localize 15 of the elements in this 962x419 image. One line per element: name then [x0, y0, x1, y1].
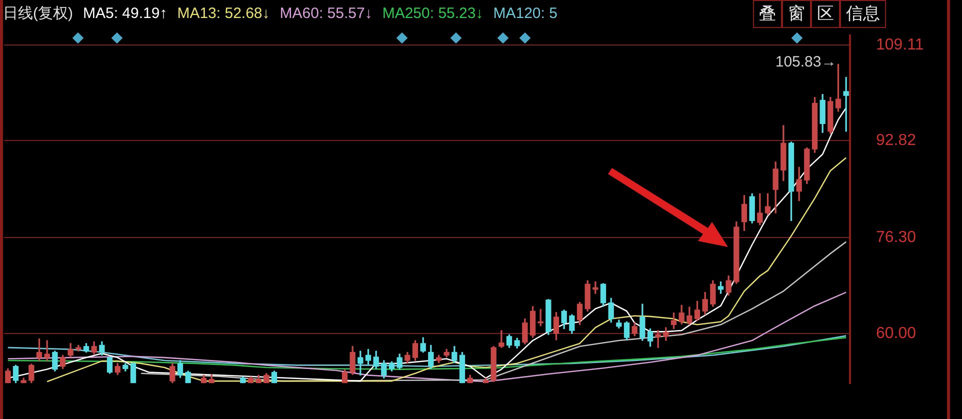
text: MA5: 49.19↑: [83, 5, 168, 22]
y-tick-label: 109.11: [876, 36, 924, 54]
text: 区: [811, 0, 840, 28]
text: MA120: 5: [493, 5, 558, 22]
text: MA60: 55.57↓: [280, 5, 372, 22]
annotation: 105.83→: [775, 53, 836, 70]
text: MA250: 55.23↓: [382, 5, 484, 22]
y-tick-label: 60.00: [876, 324, 916, 342]
y-tick-label: 76.30: [876, 229, 916, 246]
text: 叠: [753, 0, 782, 28]
chart-title: 日线(复权): [3, 5, 73, 22]
text: 信息: [840, 0, 886, 28]
y-tick-label: 92.82: [876, 132, 916, 150]
text: MA13: 52.68↓: [177, 5, 270, 22]
text: 窗: [782, 0, 811, 28]
